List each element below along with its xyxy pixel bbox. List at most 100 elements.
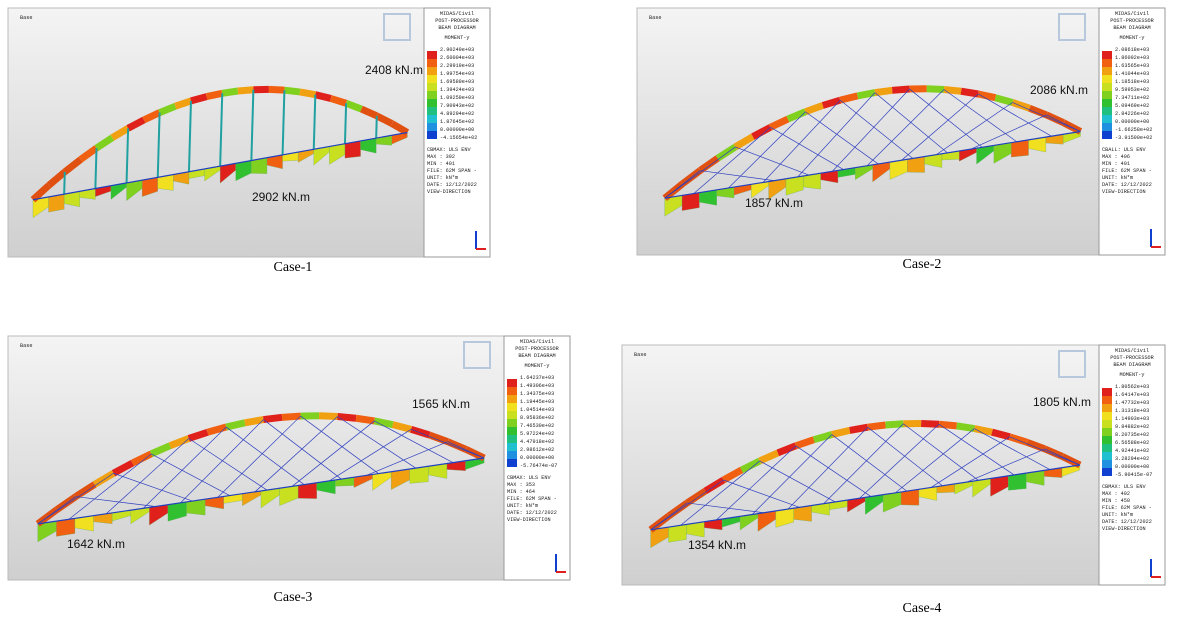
legend-value: -5.90415e-07: [1115, 472, 1152, 478]
legend-swatch: [1102, 59, 1112, 67]
legend-header: MOMENT-y: [445, 35, 470, 41]
legend-swatch: [427, 67, 437, 75]
arch-rib: [875, 90, 892, 92]
hanger: [64, 172, 65, 194]
toolbar-label: Base: [20, 15, 32, 21]
hanger: [376, 116, 377, 138]
panel-caption: Case-4: [903, 601, 942, 616]
legend-swatch: [427, 115, 437, 123]
legend-value: 1.14903e+03: [1115, 416, 1149, 422]
legend-panel: MIDAS/CivilPOST-PROCESSORBEAM DIAGRAMMOM…: [1099, 8, 1165, 255]
legend-value: 0.00000e+00: [1115, 464, 1149, 470]
legend-swatch: [427, 99, 437, 107]
legend-swatch: [507, 451, 517, 459]
moment-annotation: 1565 kN.m: [412, 397, 470, 411]
legend-value: 3.28294e+02: [1115, 456, 1149, 462]
legend-header: BEAM DIAGRAM: [1113, 25, 1150, 31]
legend-header: MOMENT-y: [525, 363, 550, 369]
legend-swatch: [1102, 460, 1112, 468]
legend-value: 1.18518e+03: [1115, 79, 1149, 85]
screenshot-panel: Base1805 kN.m1354 kN.mMIDAS/CivilPOST-PR…: [622, 345, 1165, 585]
viewport: [637, 8, 1099, 255]
legend-footer: FILE: 62M SPAN -: [1102, 505, 1152, 511]
arch-rib: [300, 92, 315, 95]
arch-rib: [269, 89, 284, 90]
arch-rib: [921, 423, 939, 424]
legend-value: 9.59953e+02: [1115, 87, 1149, 93]
legend-value: 8.95836e+02: [520, 415, 554, 421]
legend-value: -5.76474e-07: [520, 463, 557, 469]
figure: Base2408 kN.m2902 kN.mMIDAS/CivilPOST-PR…: [0, 0, 1183, 621]
hanger: [345, 103, 346, 143]
legend-swatch: [507, 379, 517, 387]
legend-value: 2.29919e+03: [440, 63, 474, 69]
legend-value: 1.86092e+03: [1115, 55, 1149, 61]
legend-value: 0.00000e+00: [440, 127, 474, 133]
legend-header: MIDAS/Civil: [520, 339, 554, 345]
legend-footer: VIEW-DIRECTION: [1102, 189, 1146, 195]
legend-value: 1.99754e+03: [440, 71, 474, 77]
legend-value: 1.09259e+03: [440, 95, 474, 101]
legend-swatch: [507, 403, 517, 411]
legend-swatch: [1102, 444, 1112, 452]
legend-footer: FILE: 62M SPAN -: [507, 496, 557, 502]
legend-value: 7.34711e+02: [1115, 95, 1149, 101]
legend-value: 1.04514e+03: [520, 407, 554, 413]
arch-rib: [315, 95, 330, 99]
legend-swatch: [1102, 428, 1112, 436]
legend-value: 5.97224e+02: [520, 431, 554, 437]
legend-value: -3.91500e+02: [1115, 135, 1152, 141]
legend-swatch: [1102, 123, 1112, 131]
legend-footer: DATE: 12/12/2022: [1102, 182, 1152, 188]
legend-swatch: [427, 107, 437, 115]
legend-footer: DATE: 12/12/2022: [1102, 519, 1152, 525]
legend-footer: UNIT: kN*m: [427, 175, 458, 181]
legend-footer: VIEW-DIRECTION: [507, 517, 551, 523]
legend-header: POST-PROCESSOR: [1110, 18, 1154, 24]
moment-annotation: 1857 kN.m: [745, 196, 803, 210]
arch-rib: [191, 97, 207, 101]
legend-value: -4.15654e+02: [440, 135, 477, 141]
moment-annotation: 2408 kN.m: [365, 63, 423, 77]
arch-rib: [207, 93, 223, 96]
legend-swatch: [507, 435, 517, 443]
arch-rib: [356, 418, 374, 421]
legend-value: 6.56588e+02: [1115, 440, 1149, 446]
legend-swatch: [1102, 436, 1112, 444]
legend-panel: MIDAS/CivilPOST-PROCESSORBEAM DIAGRAMMOM…: [1099, 345, 1165, 585]
legend-header: MIDAS/Civil: [1115, 11, 1149, 17]
legend-swatch: [1102, 75, 1112, 83]
arch-rib: [868, 425, 886, 427]
legend-header: BEAM DIAGRAM: [438, 25, 475, 31]
legend-footer: FILE: 62M SPAN -: [427, 168, 477, 174]
legend-header: MIDAS/Civil: [440, 11, 474, 17]
arch-rib: [995, 98, 1012, 103]
panel-caption: Case-3: [274, 590, 313, 605]
toolbar-label: Base: [20, 343, 32, 349]
legend-swatch: [507, 395, 517, 403]
moment-annotation: 1805 kN.m: [1033, 395, 1091, 409]
legend-header: POST-PROCESSOR: [515, 346, 559, 352]
toolbar-label: Base: [649, 15, 661, 21]
legend-swatch: [507, 427, 517, 435]
moment-annotation: 1642 kN.m: [67, 537, 125, 551]
legend-footer: VIEW-DIRECTION: [427, 189, 471, 195]
legend-footer: UNIT: kN*m: [1102, 175, 1133, 181]
legend-value: 2.98612e+02: [520, 447, 554, 453]
legend-footer: MIN : 450: [1102, 498, 1130, 504]
arch-rib: [393, 425, 411, 430]
legend-footer: CBALL: ULS ENV: [1102, 147, 1146, 153]
legend-value: 2.84226e+02: [1115, 111, 1149, 117]
legend-swatch: [1102, 67, 1112, 75]
arch-rib: [840, 96, 857, 100]
legend-value: 0.00000e+00: [1115, 119, 1149, 125]
legend-swatch: [507, 443, 517, 451]
legend-value: 4.89294e+02: [440, 111, 474, 117]
arch-rib: [226, 423, 245, 427]
legend-footer: MIN : 401: [1102, 161, 1130, 167]
legend-swatch: [427, 75, 437, 83]
legend-value: 1.39424e+03: [440, 87, 474, 93]
legend-footer: CBMAX: ULS ENV: [427, 147, 471, 153]
legend-swatch: [1102, 107, 1112, 115]
screenshot-panel: Base2086 kN.m1857 kN.mMIDAS/CivilPOST-PR…: [637, 8, 1165, 255]
